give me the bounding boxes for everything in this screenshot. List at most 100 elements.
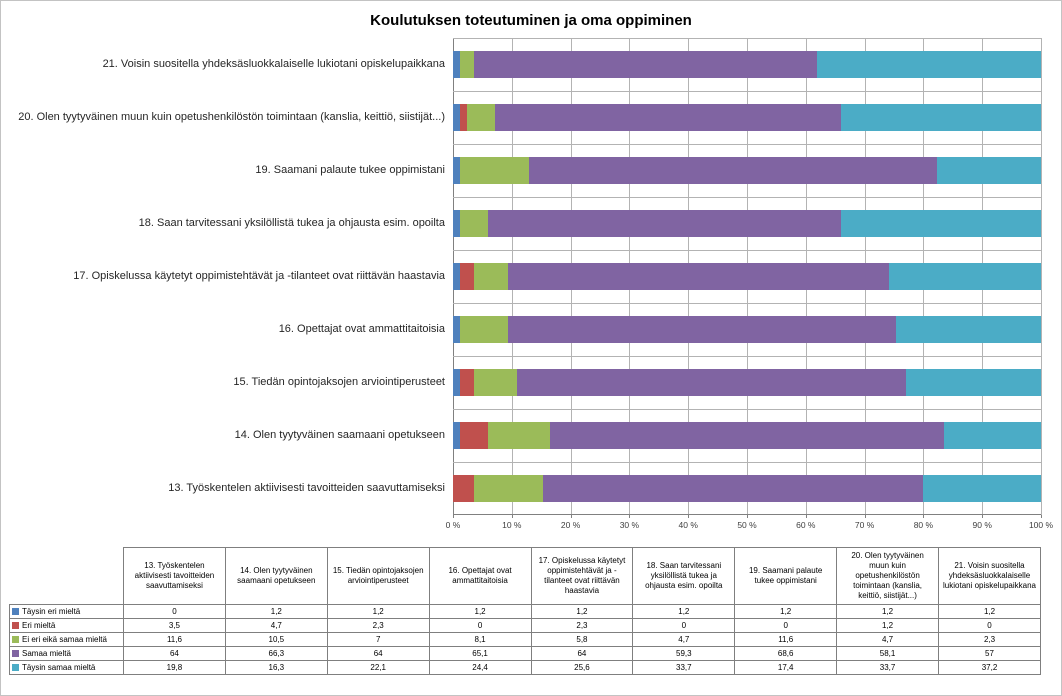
gridline-horizontal <box>453 90 1041 92</box>
category-label: 21. Voisin suositella yhdeksäsluokkalais… <box>102 58 445 71</box>
table-cell: 11,6 <box>734 632 838 647</box>
table-cell: 64 <box>530 646 634 661</box>
table-corner-cell <box>10 548 124 605</box>
axis-tick <box>570 515 572 518</box>
bar-segment <box>508 316 896 343</box>
table-cell: 33,7 <box>632 660 736 675</box>
plot-area <box>453 38 1042 515</box>
table-cell: 11,6 <box>123 632 226 647</box>
table-header-cell: 21. Voisin suositella yhdeksäsluokkalais… <box>938 547 1041 605</box>
table-cell: 4,7 <box>632 632 736 647</box>
bar-segment <box>508 263 889 290</box>
legend-label: Eri mieltä <box>22 620 56 630</box>
bar-segment <box>453 475 474 502</box>
axis-tick <box>688 515 690 518</box>
bar-segment <box>840 209 1041 237</box>
table-cell: 16,3 <box>224 660 328 675</box>
x-axis-tick-label: 70 % <box>854 520 875 530</box>
table-cell: 37,2 <box>938 660 1041 675</box>
bar-segment <box>460 368 475 396</box>
table-cell: 1,2 <box>224 604 328 619</box>
table-cell: 66,3 <box>224 646 328 661</box>
table-header-cell: 20. Olen tyytyväinen muun kuin opetushen… <box>836 547 939 605</box>
table-cell: 65,1 <box>428 646 532 661</box>
table-row: Eri mieltä 3,5 4,7 2,3 0 2,3 0 0 1,2 0 <box>9 618 1041 633</box>
bar-segment <box>888 263 1041 290</box>
x-axis-tick-label: 60 % <box>796 520 816 530</box>
table-cell: 8,1 <box>428 632 532 647</box>
table-cell: 25,6 <box>530 660 634 675</box>
table-cell: 64 <box>123 646 226 661</box>
legend-swatch <box>12 663 19 671</box>
x-axis-tick-label: 0 % <box>445 520 461 530</box>
bar-segment <box>817 51 1041 78</box>
bar-segment <box>460 422 489 449</box>
bar-segment <box>460 51 475 78</box>
x-axis-tick-label: 10 % <box>502 520 522 530</box>
bar-segment <box>937 157 1041 184</box>
bar-row <box>453 356 1041 409</box>
gridline-horizontal <box>453 249 1041 251</box>
bar-row <box>453 38 1041 91</box>
table-cell: 68,6 <box>734 646 838 661</box>
table-cell: 1,2 <box>836 604 939 619</box>
bar-segment <box>453 422 461 449</box>
table-cell: 5,8 <box>530 632 634 647</box>
bar-segment <box>516 368 907 396</box>
category-label: 19. Saamani palaute tukee oppimistani <box>255 164 445 177</box>
table-header-cell: 15. Tiedän opintojaksojen arviointiperus… <box>326 547 430 605</box>
bar-segment <box>453 209 461 237</box>
bar-segment <box>473 263 509 290</box>
category-axis-labels: 21. Voisin suositella yhdeksäsluokkalais… <box>11 38 453 515</box>
bar-segment <box>923 475 1041 502</box>
x-axis-tick-label: 20 % <box>560 520 581 530</box>
legend-swatch <box>12 621 19 629</box>
chart-title: Koulutuksen toteutuminen ja oma oppimine… <box>370 12 692 29</box>
gridline-horizontal <box>453 196 1041 198</box>
table-cell: 2,3 <box>326 618 430 633</box>
table-row: Ei eri eikä samaa mieltä 11,6 10,5 7 8,1 5,8 4… <box>9 632 1041 647</box>
table-head: 13. Työskentelen aktiivisesti tavoitteid… <box>10 547 1041 605</box>
category-label: 15. Tiedän opintojaksojen arviointiperus… <box>233 376 445 389</box>
axis-tick <box>805 515 807 518</box>
table-body: Täysin eri mieltä 0 1,2 1,2 1,2 1,2 1,2 1,2 1,2 1… <box>9 604 1041 675</box>
bar-segment <box>944 422 1041 449</box>
table-cell: 33,7 <box>836 660 939 675</box>
category-label: 17. Opiskelussa käytetyt oppimistehtävät… <box>73 270 445 283</box>
bar-row <box>453 91 1041 144</box>
table-row-label: Täysin eri mieltä <box>9 604 124 619</box>
bar-segment <box>453 157 461 184</box>
bar-row <box>453 409 1041 462</box>
table-cell: 1,2 <box>836 618 939 633</box>
category-label: 20. Olen tyytyväinen muun kuin opetushen… <box>18 111 445 124</box>
legend-label: Samaa mieltä <box>22 648 71 658</box>
table-cell: 0 <box>123 604 226 619</box>
axis-tick <box>511 515 513 518</box>
bar-segment <box>453 368 461 396</box>
bar-segment <box>550 422 945 449</box>
table-cell: 57 <box>938 646 1041 661</box>
axis-tick <box>453 515 454 518</box>
legend-swatch <box>12 607 19 615</box>
table-cell: 1,2 <box>734 604 838 619</box>
x-axis-tick-label: 40 % <box>678 520 698 530</box>
x-axis-tick-label: 50 % <box>737 520 757 530</box>
bar-segment <box>895 316 1041 343</box>
gridline-horizontal <box>453 303 1041 304</box>
value-axis-line <box>453 514 1041 515</box>
table-cell: 17,4 <box>734 660 838 675</box>
legend-swatch <box>12 649 19 657</box>
legend-label: Täysin eri mieltä <box>22 606 81 616</box>
axis-tick <box>864 515 866 518</box>
x-axis-tick-label: 90 % <box>972 520 992 530</box>
table-cell: 1,2 <box>326 604 430 619</box>
bar-row <box>453 462 1041 515</box>
bar-segment <box>460 104 468 131</box>
axis-tick <box>923 515 925 518</box>
table-cell: 4,7 <box>224 618 328 633</box>
table-row: Täysin samaa mieltä 19,8 16,3 22,1 24,4 25,6 3… <box>9 660 1041 675</box>
table-cell: 58,1 <box>836 646 939 661</box>
table-cell: 0 <box>632 618 736 633</box>
table-row: Samaa mieltä 64 66,3 64 65,1 64 59,3 68,6 58,1 57 <box>9 646 1041 661</box>
